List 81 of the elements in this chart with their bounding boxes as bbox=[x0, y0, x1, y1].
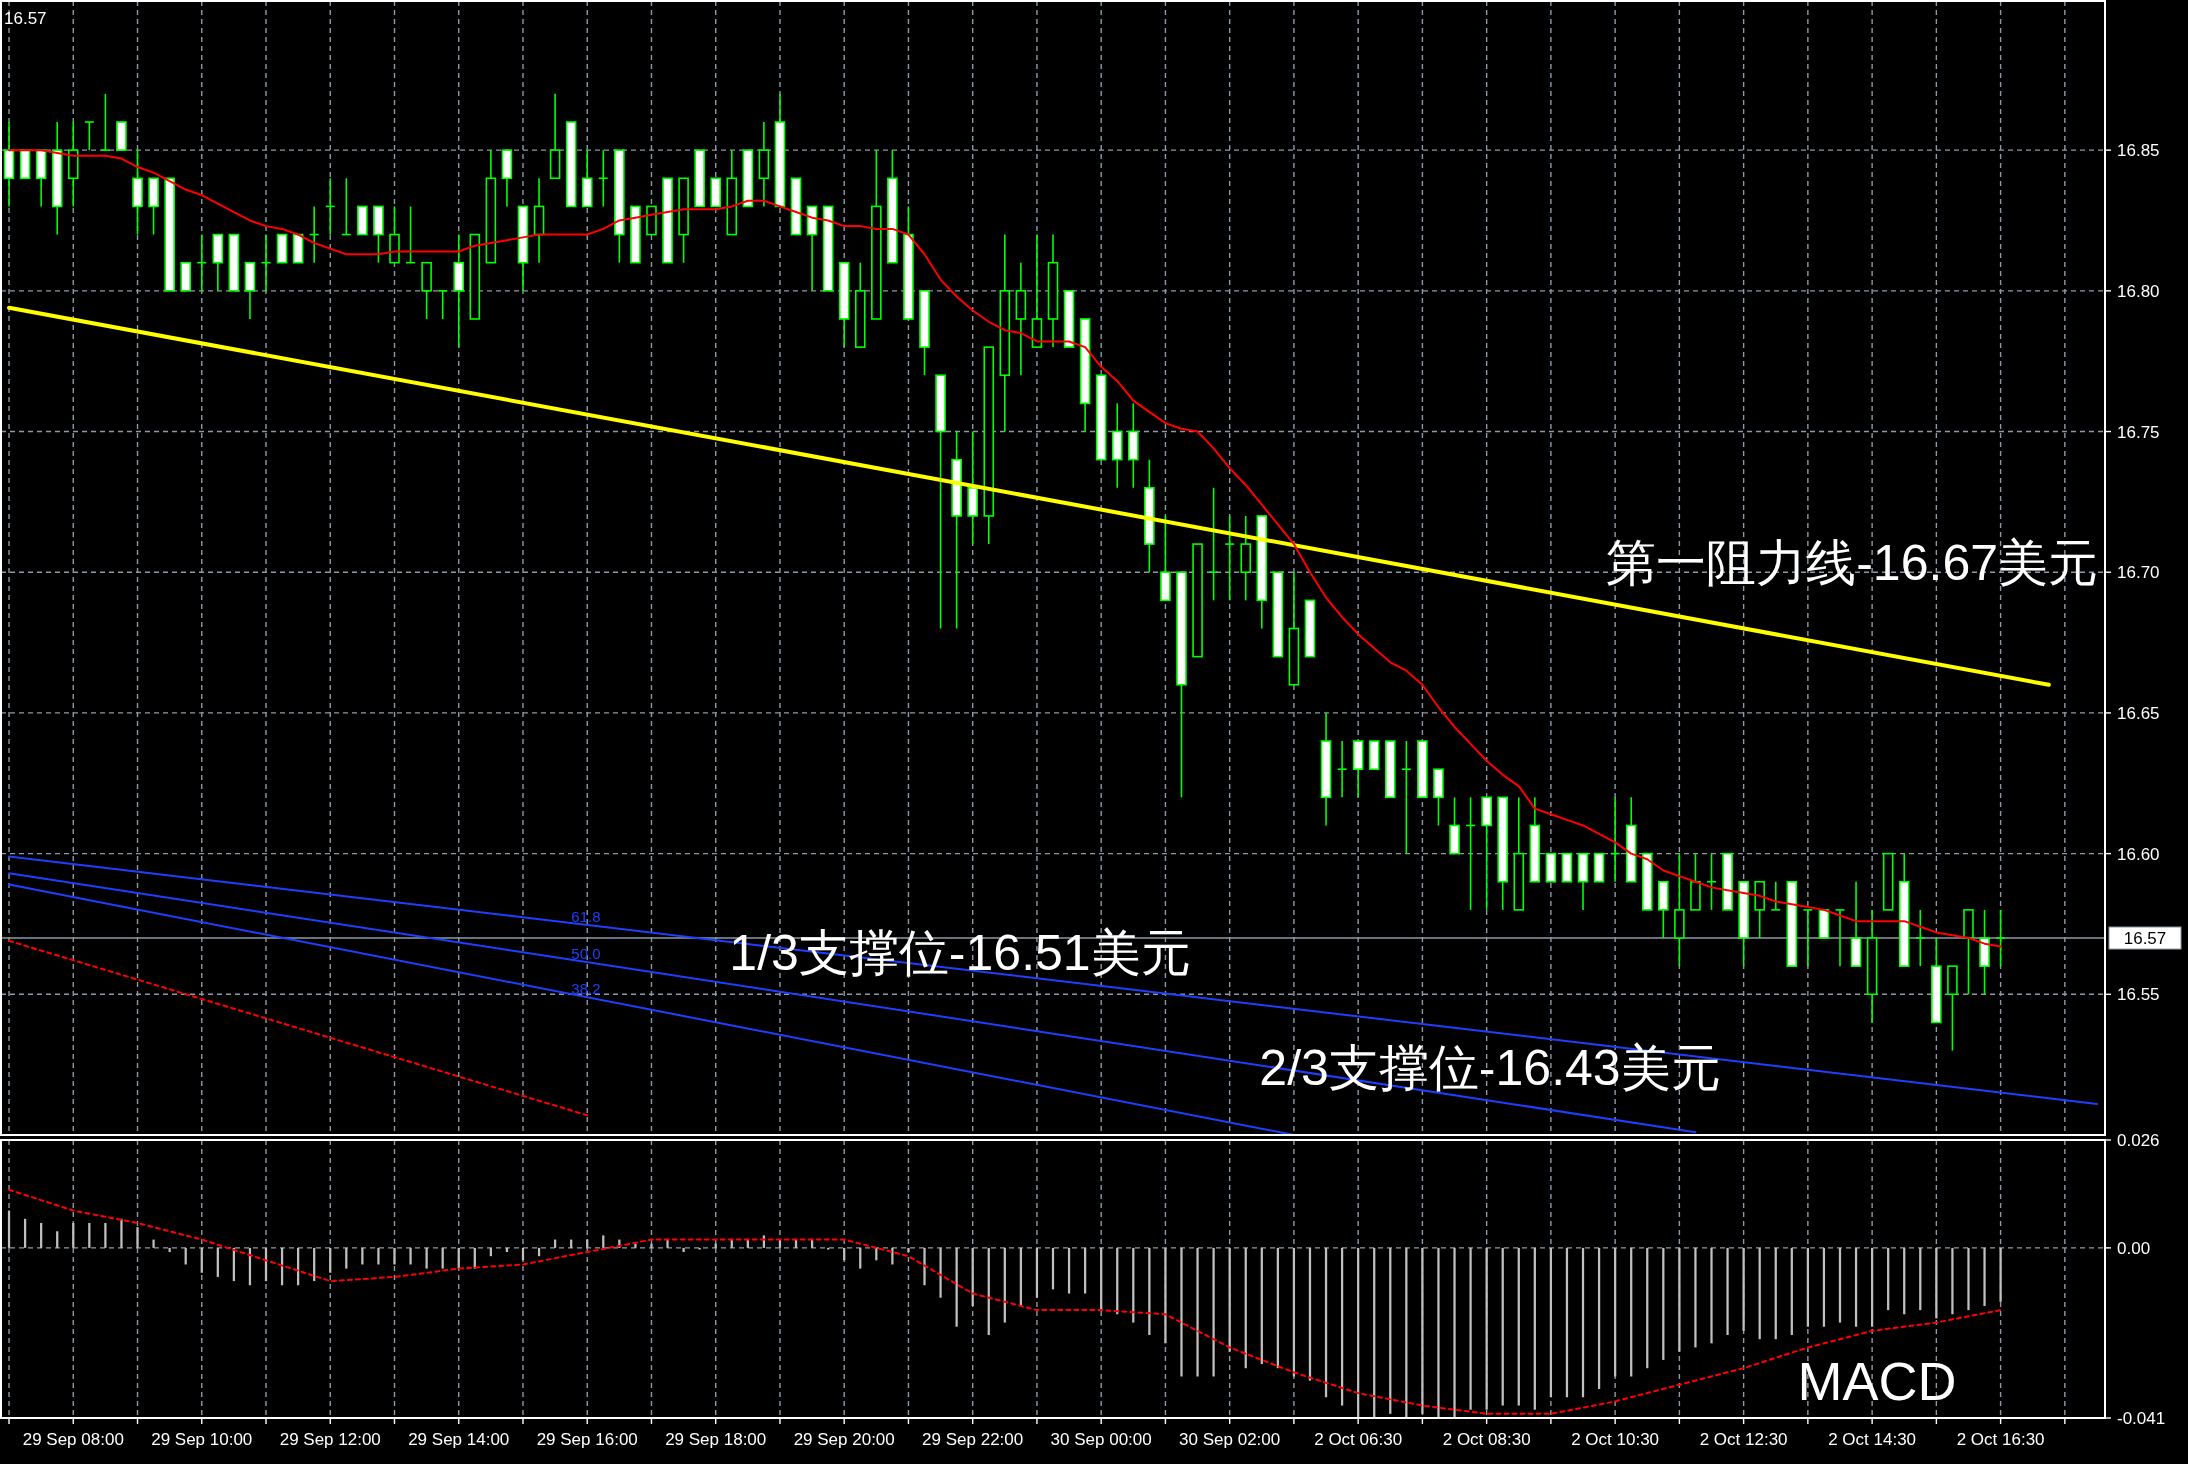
y-tick-label: 16.65 bbox=[2117, 703, 2160, 723]
bar bbox=[1437, 1247, 1440, 1418]
bar bbox=[682, 1247, 685, 1253]
bar bbox=[1180, 1247, 1183, 1377]
x-tick-label: 29 Sep 14:00 bbox=[408, 1430, 510, 1449]
bar bbox=[602, 1235, 605, 1248]
candlestick bbox=[100, 93, 111, 151]
x-tick-label: 29 Sep 22:00 bbox=[922, 1430, 1024, 1449]
candlestick bbox=[84, 121, 95, 151]
x-tick-label: 29 Sep 08:00 bbox=[22, 1430, 124, 1449]
bar bbox=[425, 1247, 428, 1269]
x-tick-label: 2 Oct 08:30 bbox=[1442, 1430, 1531, 1449]
bar bbox=[1726, 1247, 1729, 1336]
bar bbox=[1212, 1247, 1215, 1377]
y-tick-label: 0.026 bbox=[2117, 1131, 2160, 1150]
y-tick-label: -0.041 bbox=[2117, 1409, 2166, 1428]
line-series bbox=[8, 1188, 2002, 1415]
candlestick bbox=[1995, 909, 2006, 967]
bar bbox=[1967, 1247, 1970, 1311]
x-tick-label: 29 Sep 12:00 bbox=[279, 1430, 381, 1449]
candlestick bbox=[597, 149, 609, 208]
candlestick bbox=[1401, 740, 1412, 855]
bar bbox=[939, 1247, 942, 1298]
x-tick-label: 2 Oct 14:30 bbox=[1828, 1430, 1917, 1449]
x-tick-label: 29 Sep 20:00 bbox=[793, 1430, 895, 1449]
candlestick bbox=[1336, 740, 1348, 799]
bar bbox=[1694, 1247, 1697, 1348]
bar bbox=[634, 1243, 637, 1248]
bar bbox=[1469, 1247, 1472, 1410]
bar bbox=[1710, 1247, 1713, 1344]
series-label: 38.2 bbox=[571, 980, 601, 997]
bar bbox=[393, 1247, 396, 1265]
y-tick-label: 16.60 bbox=[2117, 844, 2160, 864]
candlestick bbox=[1224, 515, 1235, 602]
bar bbox=[1951, 1247, 1954, 1315]
series-label: 50.0 bbox=[571, 944, 601, 962]
candlestick bbox=[1802, 909, 1814, 967]
bar bbox=[1196, 1247, 1199, 1377]
x-tick-label: 30 Sep 02:00 bbox=[1179, 1430, 1281, 1449]
x-tick-label: 29 Sep 10:00 bbox=[151, 1430, 253, 1449]
x-tick-label: 29 Sep 16:00 bbox=[536, 1430, 638, 1449]
y-tick-label: 16.55 bbox=[2117, 985, 2160, 1005]
x-tick-label: 2 Oct 10:30 bbox=[1571, 1430, 1660, 1449]
bar bbox=[1453, 1247, 1456, 1418]
bar bbox=[1999, 1247, 2002, 1302]
bar bbox=[377, 1247, 380, 1265]
y-tick-label: 16.85 bbox=[2117, 141, 2160, 161]
y-tick-label: 16.80 bbox=[2117, 281, 2160, 301]
x-tick-label: 2 Oct 12:30 bbox=[1699, 1430, 1788, 1449]
text: MACD bbox=[1797, 1351, 1957, 1411]
bar bbox=[907, 1247, 910, 1253]
candlestick bbox=[1208, 487, 1219, 602]
bar bbox=[104, 1222, 107, 1248]
bar bbox=[152, 1239, 155, 1248]
bar bbox=[136, 1227, 139, 1248]
y-tick-label: 16.70 bbox=[2117, 563, 2160, 583]
candlestick bbox=[1834, 909, 1846, 967]
bar bbox=[650, 1243, 653, 1248]
x-tick-label: 2 Oct 16:30 bbox=[1956, 1430, 2045, 1449]
bar bbox=[56, 1231, 59, 1248]
bar bbox=[891, 1247, 894, 1265]
series-label: 61.8 bbox=[571, 907, 601, 925]
bar bbox=[923, 1247, 926, 1286]
y-tick-label: 16.75 bbox=[2117, 422, 2160, 442]
bar bbox=[1678, 1247, 1681, 1352]
x-tick-label: 2 Oct 06:30 bbox=[1314, 1430, 1403, 1449]
bar bbox=[120, 1218, 123, 1248]
candlestick bbox=[437, 290, 448, 320]
bar bbox=[409, 1247, 412, 1265]
y-tick-label: 0.00 bbox=[2117, 1238, 2151, 1258]
annotation: 16.57 bbox=[4, 9, 47, 28]
bar bbox=[1164, 1247, 1167, 1344]
candlestick bbox=[1915, 909, 1926, 967]
bar bbox=[1421, 1247, 1424, 1414]
ref-line-label: 16.57 bbox=[2123, 929, 2167, 949]
annotation: 第一阻力线-16.67美元 bbox=[1606, 535, 2098, 591]
bar bbox=[1983, 1247, 1986, 1306]
x-tick-label: 29 Sep 18:00 bbox=[665, 1430, 767, 1449]
x-tick-label: 30 Sep 00:00 bbox=[1050, 1430, 1152, 1449]
candlestick bbox=[1706, 852, 1717, 911]
candlestick bbox=[1770, 880, 1782, 911]
